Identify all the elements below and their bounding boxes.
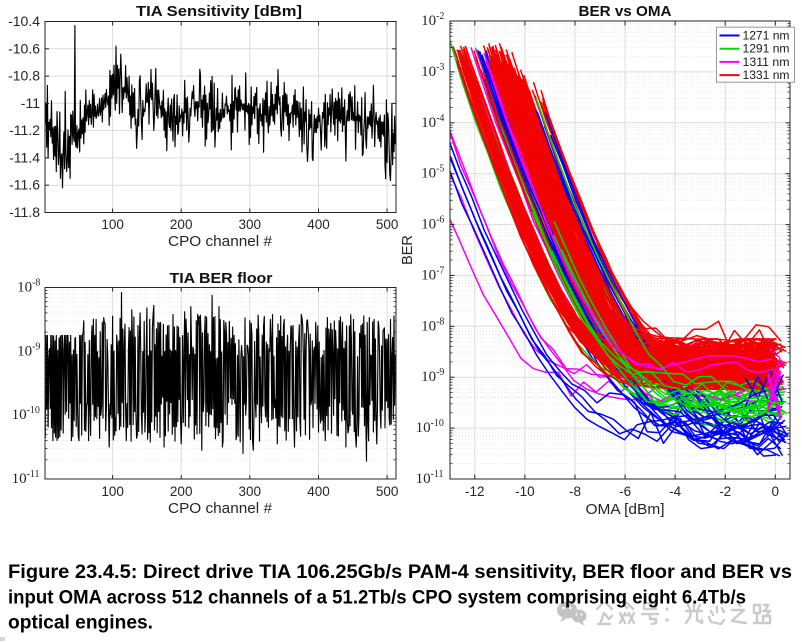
svg-text:10: 10 <box>416 420 431 436</box>
svg-text:BER: BER <box>400 235 416 265</box>
svg-text:0: 0 <box>772 484 780 499</box>
svg-text:-11: -11 <box>27 469 40 480</box>
svg-text:10: 10 <box>421 64 436 80</box>
svg-text:-10.8: -10.8 <box>8 68 40 84</box>
svg-text:10: 10 <box>12 407 27 423</box>
svg-text:-11.4: -11.4 <box>9 149 40 165</box>
svg-text:10: 10 <box>12 471 27 487</box>
svg-text:10: 10 <box>421 13 436 29</box>
svg-text:10: 10 <box>17 343 32 359</box>
svg-text:-11.2: -11.2 <box>9 122 40 138</box>
svg-text:-7: -7 <box>436 265 444 276</box>
svg-text:TIA BER floor: TIA BER floor <box>170 270 273 287</box>
svg-text:-6: -6 <box>436 215 444 226</box>
svg-text:-11.6: -11.6 <box>9 177 40 193</box>
svg-text:10: 10 <box>421 318 436 334</box>
svg-text:-12: -12 <box>465 484 485 499</box>
svg-text:-11: -11 <box>21 95 40 111</box>
svg-text:-2: -2 <box>719 484 731 499</box>
svg-text:TIA Sensitivity [dBm]: TIA Sensitivity [dBm] <box>136 3 302 20</box>
svg-text:400: 400 <box>307 484 330 499</box>
svg-text:100: 100 <box>101 217 124 232</box>
svg-text:300: 300 <box>239 217 262 232</box>
svg-text:CPO channel #: CPO channel # <box>168 234 272 250</box>
svg-text:1311 nm: 1311 nm <box>743 55 790 69</box>
svg-text:10: 10 <box>421 369 436 385</box>
svg-text:1271 nm: 1271 nm <box>743 29 790 43</box>
svg-text:200: 200 <box>170 484 193 499</box>
svg-text:-4: -4 <box>436 113 444 124</box>
svg-text:-10: -10 <box>431 418 444 429</box>
svg-text:10: 10 <box>17 280 32 296</box>
svg-text:-10.4: -10.4 <box>8 13 40 29</box>
svg-text:10: 10 <box>416 471 431 487</box>
svg-text:100: 100 <box>101 484 124 499</box>
svg-text:-10: -10 <box>515 484 535 499</box>
svg-text:Figure 23.4.5: Direct drive TI: Figure 23.4.5: Direct drive TIA 106.25Gb… <box>8 561 792 634</box>
svg-text:1331 nm: 1331 nm <box>743 68 790 82</box>
svg-text:1291 nm: 1291 nm <box>743 42 790 56</box>
svg-text:-5: -5 <box>436 164 444 175</box>
svg-text:OMA [dBm]: OMA [dBm] <box>586 502 665 518</box>
svg-text:300: 300 <box>239 484 262 499</box>
svg-text:200: 200 <box>170 217 193 232</box>
svg-text:-8: -8 <box>569 484 581 499</box>
svg-text:-8: -8 <box>436 316 444 327</box>
svg-text:-10: -10 <box>27 405 40 416</box>
svg-text:10: 10 <box>421 217 436 233</box>
svg-text:CPO channel #: CPO channel # <box>168 501 272 517</box>
svg-text:-11: -11 <box>431 469 444 480</box>
svg-text:-9: -9 <box>32 341 40 352</box>
svg-text:10: 10 <box>421 115 436 131</box>
svg-text:500: 500 <box>376 217 399 232</box>
svg-text:500: 500 <box>376 484 399 499</box>
svg-text:-3: -3 <box>436 62 444 73</box>
svg-text:-8: -8 <box>32 278 40 289</box>
svg-text:-10.6: -10.6 <box>8 40 40 56</box>
svg-text:-9: -9 <box>436 367 444 378</box>
svg-text:-6: -6 <box>619 484 631 499</box>
svg-text:-4: -4 <box>669 484 681 499</box>
svg-text:10: 10 <box>421 166 436 182</box>
svg-text:-11.8: -11.8 <box>9 204 40 220</box>
svg-text:400: 400 <box>307 217 330 232</box>
svg-text:-2: -2 <box>436 11 444 22</box>
svg-text:BER vs OMA: BER vs OMA <box>579 3 672 20</box>
svg-text:10: 10 <box>421 267 436 283</box>
